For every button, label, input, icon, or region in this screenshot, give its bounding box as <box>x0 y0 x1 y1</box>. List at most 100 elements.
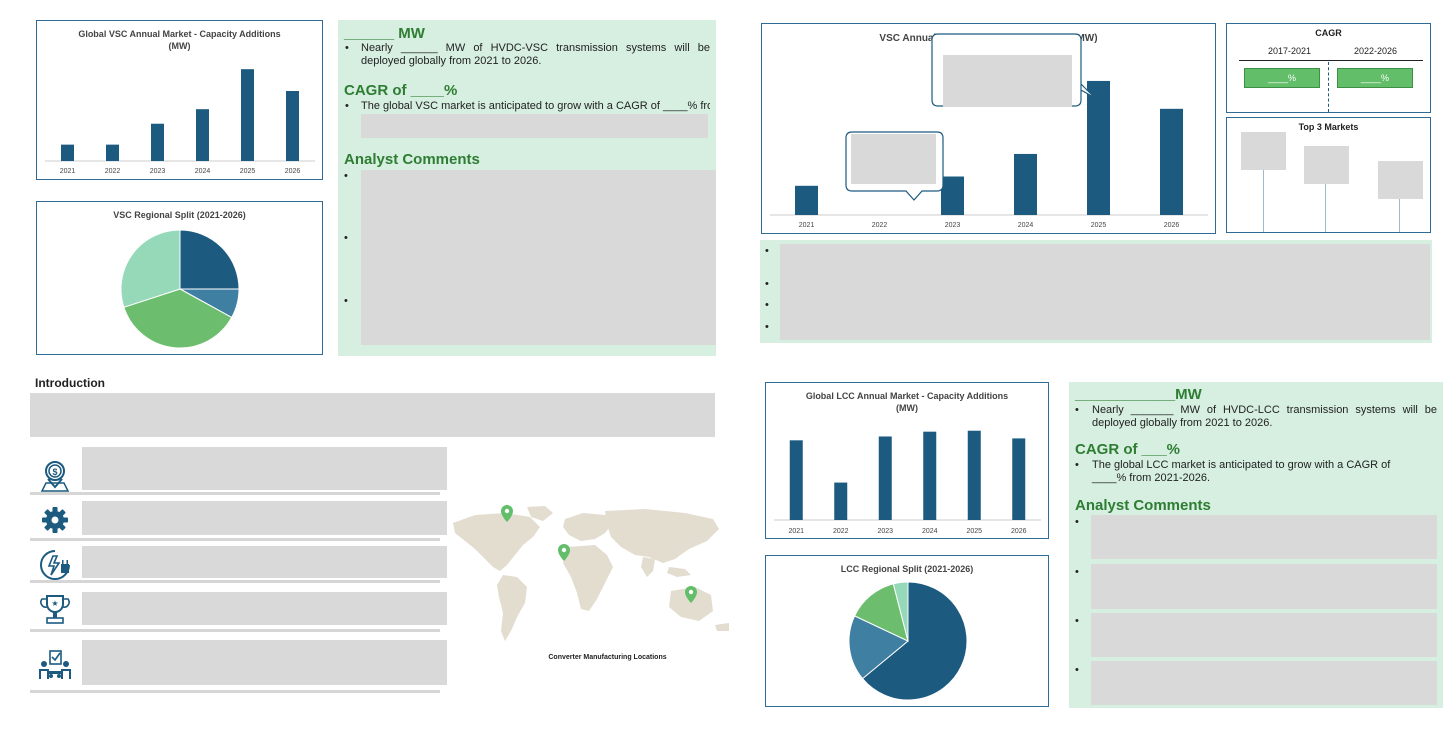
vsc-mw-heading: ______ MW <box>344 25 425 42</box>
team-checklist-icon <box>38 649 72 683</box>
redacted-block <box>780 244 1430 340</box>
bullet-dot: • <box>1075 664 1079 676</box>
bullet-dot: • <box>344 170 348 182</box>
bar-2026 <box>1012 438 1026 520</box>
bullet-dot: • <box>765 278 769 290</box>
bullet-dot: • <box>1075 566 1079 578</box>
x-tick-label-2024: 2024 <box>922 528 938 535</box>
bar-2024 <box>923 431 937 520</box>
gear-icon <box>38 503 72 537</box>
lcc-split-chart-panel: LCC Regional Split (2021-2026) <box>765 555 1049 707</box>
divider <box>30 580 440 583</box>
redacted-block <box>1091 661 1437 705</box>
x-tick-label-2025: 2025 <box>966 528 982 535</box>
lcc-mw-text: Nearly _______ MW of HVDC-LCC transmissi… <box>1092 404 1437 429</box>
introduction-text-block <box>30 393 715 437</box>
cagr-header-rule <box>1239 60 1423 61</box>
lcc-cagr-heading: CAGR of ___% <box>1075 441 1181 458</box>
market-3-card <box>1378 161 1423 199</box>
vsc-annual-chart: 2021 2022 2023 2024 2025 2026 <box>45 69 315 175</box>
vsc-annual-chart-title: Global VSC Annual Market - Capacity Addi… <box>78 29 281 51</box>
map-caption: Converter Manufacturing Locations <box>548 654 667 661</box>
bullet-dot: • <box>345 42 349 54</box>
vsc-right-bullets-panel: • • • • <box>760 240 1432 343</box>
bullet-dot: • <box>1075 404 1079 416</box>
x-tick-label-2022: 2022 <box>872 222 888 229</box>
vsc-split-chart-title: VSC Regional Split (2021-2026) <box>113 210 246 220</box>
pie-slice-0 <box>861 581 968 701</box>
redacted-block <box>1091 564 1437 609</box>
bar-2022 <box>106 144 119 161</box>
cagr-title: CAGR <box>1315 28 1342 38</box>
lcc-comments-heading: Analyst Comments <box>1075 497 1211 514</box>
lcc-annual-chart: 2021 2022 2023 2024 2025 2026 <box>774 430 1041 535</box>
introduction-heading: Introduction <box>35 376 105 390</box>
cagr-value-1: ____% <box>1244 68 1320 88</box>
bar-2022 <box>834 482 848 520</box>
divider <box>30 538 440 541</box>
redacted-block <box>361 114 708 138</box>
redacted-block <box>1091 515 1437 559</box>
x-tick-label-2026: 2026 <box>1164 222 1180 229</box>
vsc-mw-text: Nearly ______ MW of HVDC-VSC transmissio… <box>361 42 710 67</box>
market-pin-line <box>1263 170 1264 232</box>
bar-2026 <box>1160 108 1183 215</box>
pie-slice-2 <box>853 583 909 642</box>
dollar-location-icon: $ <box>38 459 72 493</box>
x-tick-label-2022: 2022 <box>833 528 849 535</box>
map-pin-icon <box>685 586 697 603</box>
pie-slice-3 <box>120 229 181 308</box>
bar-2021 <box>795 185 818 215</box>
bar-2023 <box>151 123 164 161</box>
bar-2025 <box>241 69 254 161</box>
lcc-split-pie <box>848 581 968 701</box>
map-pin-icon <box>501 505 513 522</box>
redacted-block <box>361 170 716 345</box>
x-tick-label-2026: 2026 <box>1011 528 1027 535</box>
lcc-split-chart-title: LCC Regional Split (2021-2026) <box>840 564 974 574</box>
vsc-split-pie <box>120 229 240 349</box>
bullet-dot: • <box>765 299 769 311</box>
bar-2026 <box>286 91 299 161</box>
callout-content-2025 <box>943 55 1072 107</box>
pie-slice-0 <box>179 229 240 290</box>
x-tick-label-2023: 2023 <box>877 528 893 535</box>
bar-2025 <box>1087 80 1110 215</box>
cagr-period-1: 2017-2021 <box>1267 46 1312 56</box>
icon-row-1-text <box>82 447 447 490</box>
lcc-cagr-text: The global LCC market is anticipated to … <box>1092 459 1391 484</box>
cagr-value-2: ____% <box>1337 68 1413 88</box>
bar-2023 <box>941 176 964 215</box>
vsc-right-chart: 2021 2022 2023 2024 2025 2026 <box>770 33 1208 229</box>
icon-row-4-text <box>82 592 447 625</box>
lcc-mw-heading: ____________MW <box>1075 386 1202 403</box>
bullet-dot: • <box>1075 615 1079 627</box>
bullet-dot: • <box>765 321 769 333</box>
lcc-annual-chart-title: Global LCC Annual Market - Capacity Addi… <box>805 391 1009 413</box>
svg-text:$: $ <box>52 467 57 477</box>
lcc-annual-chart-panel: Global LCC Annual Market - Capacity Addi… <box>765 382 1049 539</box>
x-tick-label-2023: 2023 <box>945 222 961 229</box>
bullet-dot: • <box>344 232 348 244</box>
vsc-right-chart-panel: VSC Annual Market - Capacity Additions (… <box>761 23 1216 234</box>
pie-slice-1 <box>848 615 909 680</box>
cagr-panel: CAGR 2017-2021 2022-2026 ____% ____% <box>1226 23 1431 113</box>
lcc-summary-panel: ____________MW • Nearly _______ MW of HV… <box>1069 382 1443 708</box>
callout-content-2022 <box>851 134 936 184</box>
vsc-annual-chart-panel: Global VSC Annual Market - Capacity Addi… <box>36 20 323 180</box>
divider <box>30 690 440 693</box>
x-tick-label-2021: 2021 <box>799 222 815 229</box>
market-1-card <box>1241 132 1286 170</box>
pie-slice-2 <box>123 288 233 349</box>
svg-text:★: ★ <box>51 599 58 608</box>
bullet-dot: • <box>765 245 769 257</box>
divider <box>30 492 440 495</box>
x-tick-label-2025: 2025 <box>1091 222 1107 229</box>
pie-slice-3 <box>892 581 909 642</box>
vsc-cagr-heading: CAGR of ____% <box>344 82 458 99</box>
icon-row-2-text <box>82 501 447 535</box>
icon-row-3-text <box>82 546 447 578</box>
x-tick-label-2022: 2022 <box>105 168 121 175</box>
map-pin-icon <box>558 544 570 561</box>
bar-2025 <box>967 430 981 520</box>
